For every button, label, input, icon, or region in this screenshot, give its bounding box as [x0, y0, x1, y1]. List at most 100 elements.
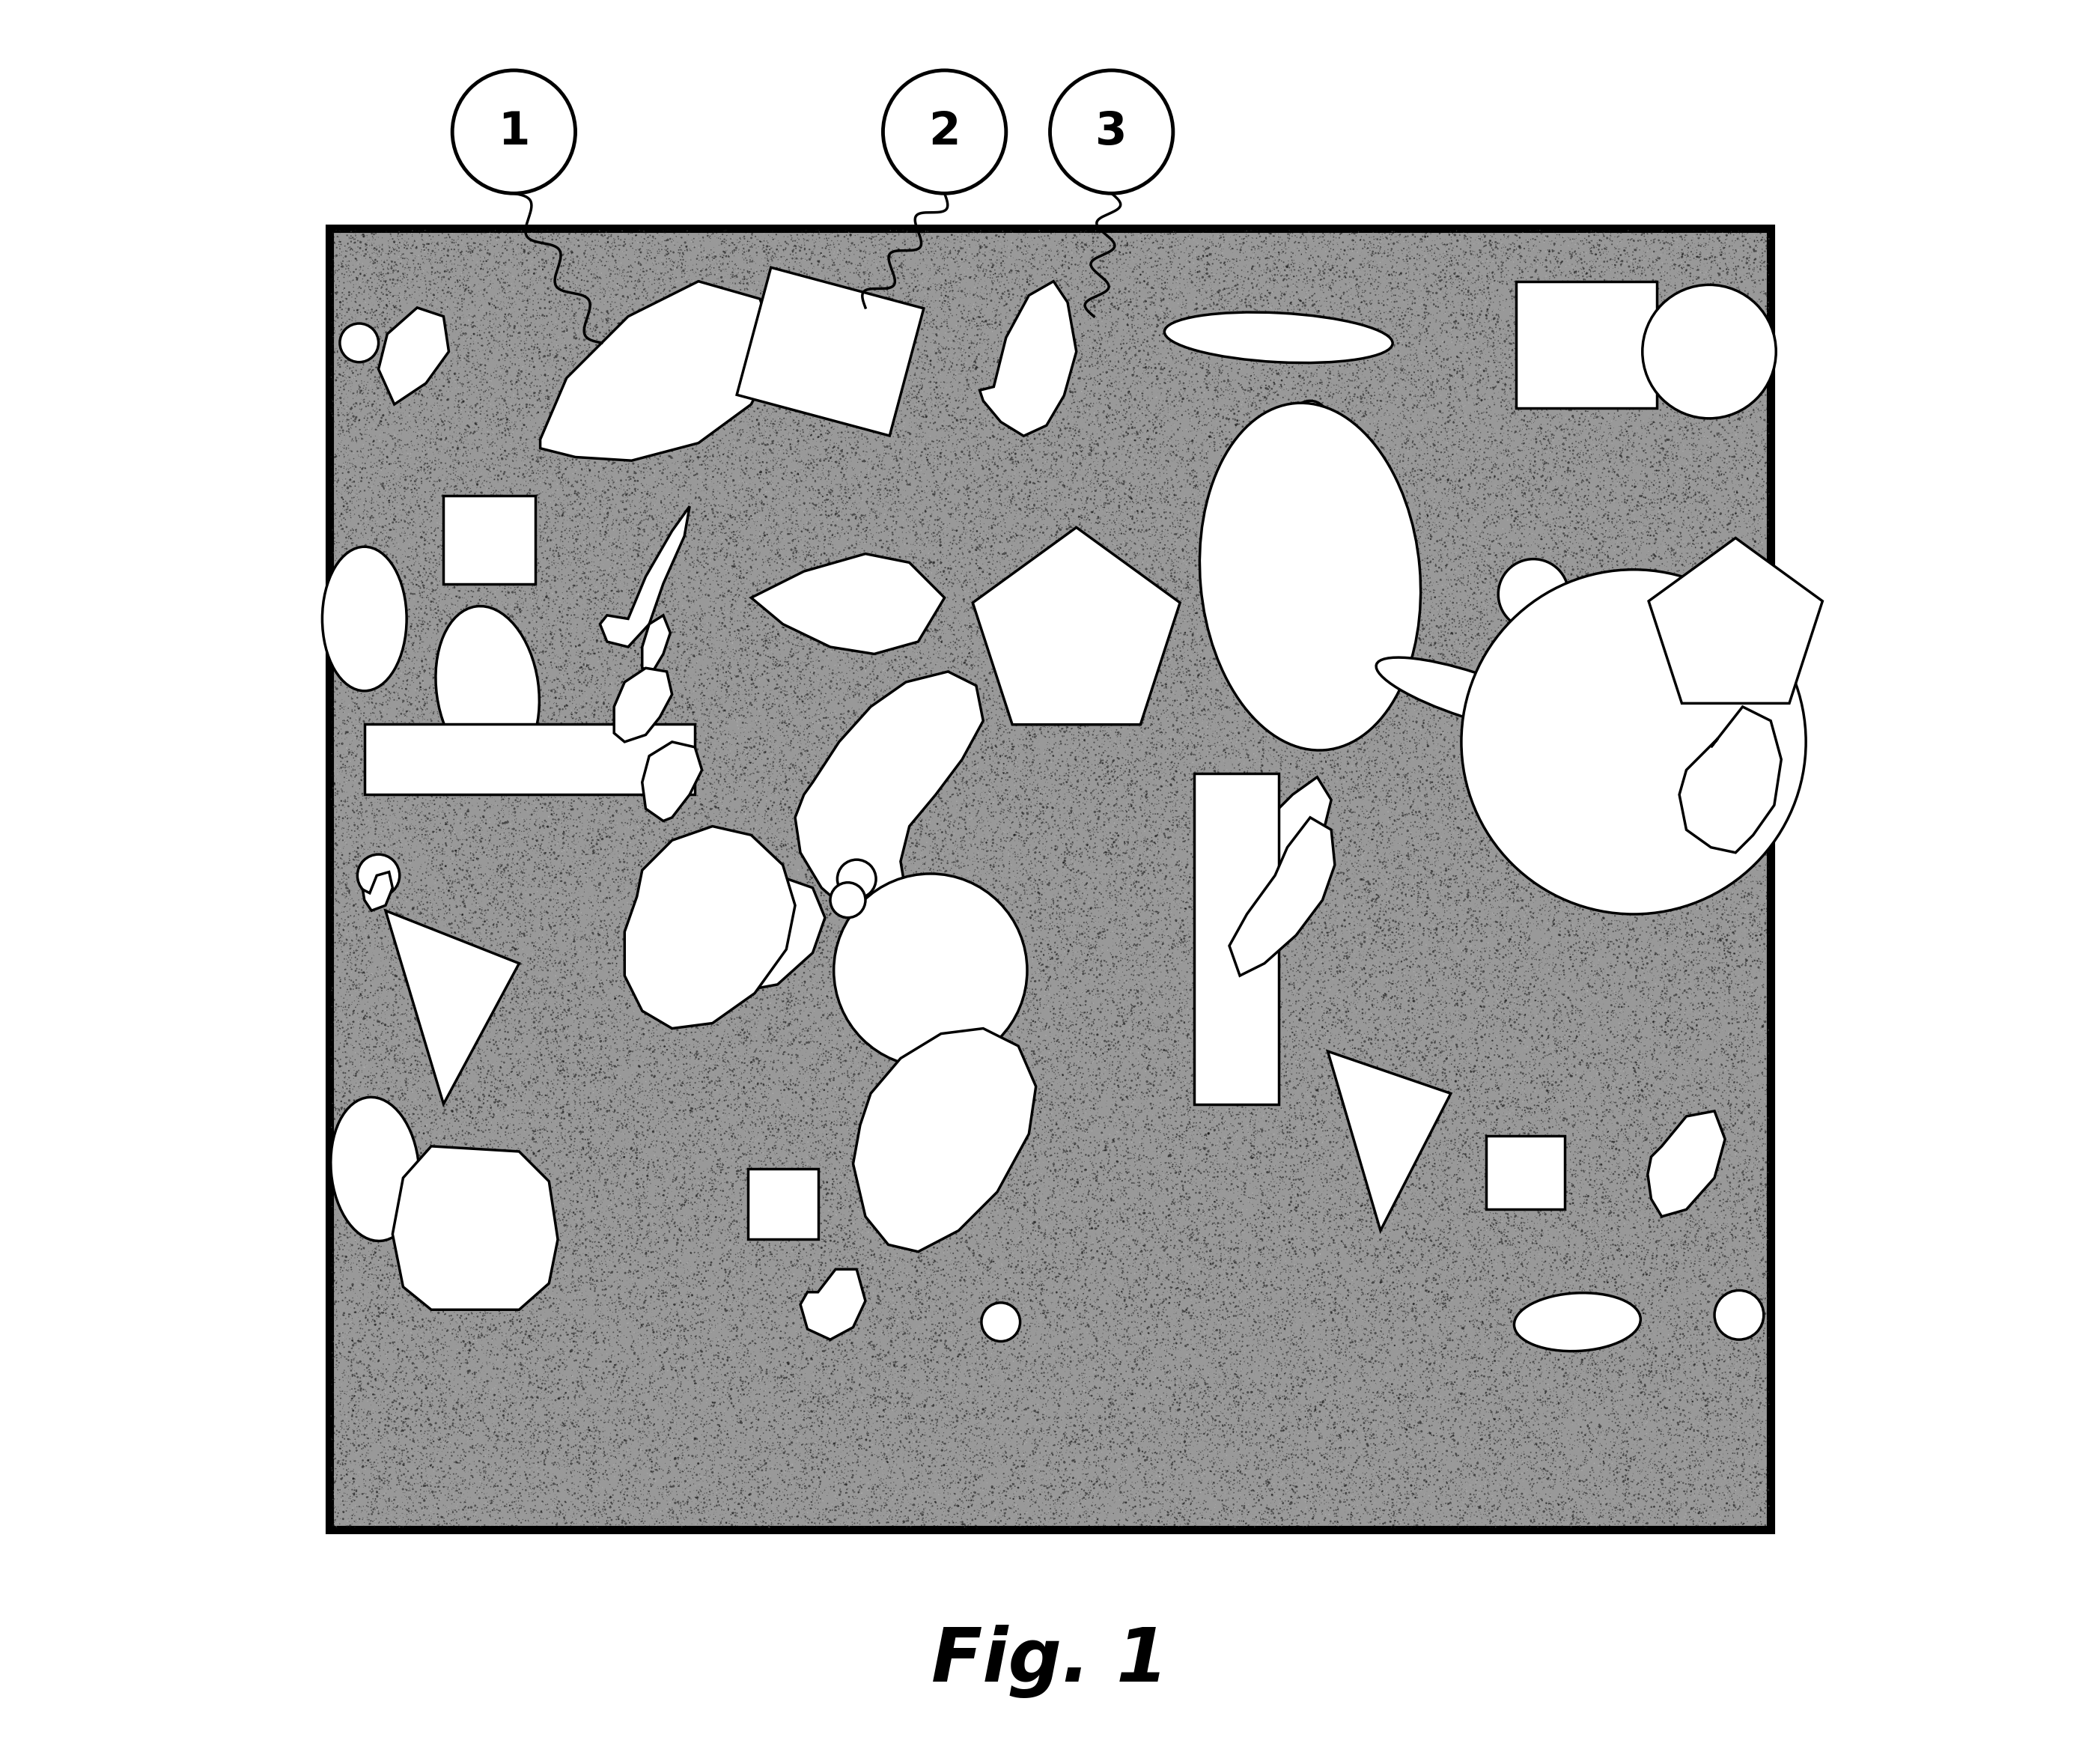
Point — [674, 1234, 708, 1262]
Point — [1348, 951, 1382, 979]
Point — [531, 714, 565, 742]
Point — [1226, 1452, 1260, 1480]
Point — [1495, 649, 1529, 677]
Point — [1636, 670, 1670, 698]
Point — [1560, 1127, 1594, 1155]
Point — [953, 731, 987, 759]
Point — [500, 633, 533, 661]
Point — [830, 494, 863, 522]
Point — [953, 297, 987, 325]
Point — [1401, 842, 1434, 870]
Point — [792, 302, 825, 331]
Point — [317, 538, 351, 566]
Point — [689, 540, 722, 568]
Point — [590, 471, 624, 499]
Point — [1119, 225, 1153, 253]
Point — [1172, 520, 1205, 548]
Point — [330, 498, 363, 526]
Point — [1497, 550, 1531, 578]
Point — [951, 1144, 985, 1173]
Point — [666, 1236, 699, 1264]
Point — [1147, 1466, 1180, 1494]
Point — [1262, 348, 1296, 376]
Point — [1117, 529, 1151, 557]
Point — [1522, 1362, 1556, 1391]
Point — [775, 325, 809, 353]
Point — [1035, 793, 1069, 821]
Point — [554, 1143, 588, 1171]
Point — [1004, 1035, 1037, 1064]
Point — [1006, 884, 1040, 912]
Point — [1443, 1050, 1476, 1078]
Point — [1014, 1292, 1048, 1320]
Point — [1069, 923, 1103, 951]
Point — [1102, 374, 1136, 403]
Point — [1466, 1106, 1499, 1134]
Point — [733, 566, 766, 594]
Point — [628, 325, 662, 353]
Point — [1457, 1268, 1491, 1296]
Point — [609, 225, 643, 253]
Point — [1386, 1252, 1420, 1280]
Point — [1073, 1225, 1107, 1253]
Point — [1688, 1350, 1722, 1378]
Point — [857, 1090, 890, 1118]
Point — [1472, 970, 1506, 999]
Point — [811, 316, 844, 345]
Point — [439, 705, 472, 733]
Point — [1241, 932, 1275, 960]
Point — [855, 874, 888, 902]
Point — [624, 1373, 657, 1401]
Point — [1451, 1058, 1485, 1086]
Point — [682, 443, 716, 471]
Point — [1071, 1199, 1105, 1227]
Point — [1235, 1132, 1268, 1160]
Point — [1625, 283, 1659, 311]
Point — [567, 329, 601, 357]
Point — [452, 898, 485, 926]
Point — [1625, 747, 1659, 775]
Point — [605, 828, 638, 856]
Point — [1739, 1371, 1772, 1399]
Point — [689, 956, 722, 984]
Point — [1371, 886, 1405, 914]
Point — [1056, 557, 1090, 585]
Point — [731, 401, 764, 429]
Point — [498, 1101, 531, 1129]
Point — [750, 1313, 783, 1341]
Point — [489, 1398, 523, 1426]
Point — [1121, 1412, 1155, 1440]
Point — [1365, 498, 1399, 526]
Point — [1054, 592, 1088, 621]
Point — [1539, 269, 1573, 297]
Point — [991, 1253, 1025, 1282]
Point — [1655, 1447, 1688, 1475]
Point — [1436, 1013, 1470, 1041]
Point — [531, 853, 565, 881]
Point — [706, 1044, 739, 1072]
Point — [493, 1039, 527, 1067]
Point — [481, 918, 514, 946]
Point — [1693, 1115, 1726, 1143]
Point — [1606, 329, 1640, 357]
Point — [1546, 694, 1579, 723]
Point — [342, 858, 376, 886]
Point — [342, 582, 376, 610]
Point — [1352, 1215, 1386, 1243]
Point — [1546, 854, 1579, 883]
Point — [1623, 1385, 1657, 1413]
Point — [1264, 642, 1298, 670]
Point — [750, 427, 783, 455]
Point — [372, 1419, 405, 1447]
Point — [1604, 1275, 1638, 1303]
Point — [1462, 490, 1495, 519]
Point — [1302, 1006, 1336, 1034]
Point — [546, 503, 580, 531]
Point — [1739, 302, 1772, 331]
Point — [1480, 1410, 1514, 1438]
Point — [968, 647, 1002, 675]
Point — [1331, 649, 1365, 677]
Point — [424, 408, 458, 436]
Point — [1537, 997, 1571, 1025]
Point — [1564, 1273, 1598, 1301]
